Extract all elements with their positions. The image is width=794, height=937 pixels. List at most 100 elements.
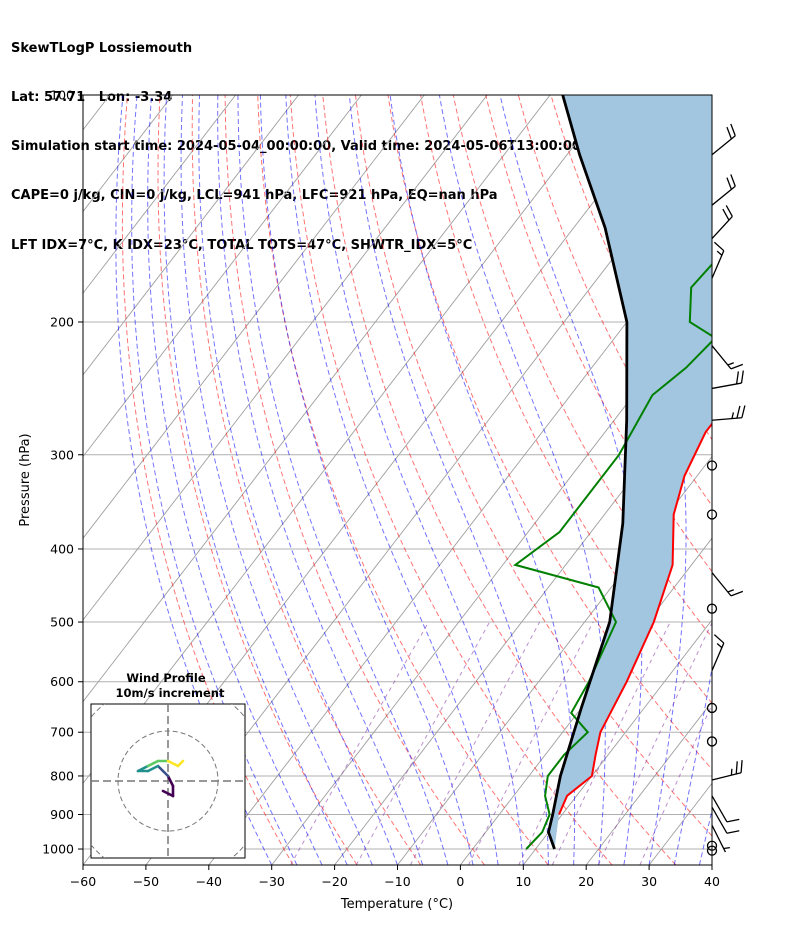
- wind-barb: [706, 840, 718, 851]
- dewpoint-profile-line: [513, 262, 712, 850]
- mixing-ratio-line: [551, 621, 671, 865]
- wind-barb: [706, 509, 718, 520]
- wind-barb: [711, 123, 736, 156]
- dry-adiabat: [257, 95, 549, 865]
- wind-barb: [706, 845, 718, 856]
- dry-adiabat: [420, 95, 712, 704]
- mixing-ratio-line: [409, 621, 541, 865]
- x-tick-label: −30: [259, 874, 285, 889]
- wind-barb: [711, 572, 744, 597]
- x-tick-label: −50: [133, 874, 159, 889]
- parcel-profile-line: [547, 95, 629, 850]
- isotherm-line: [460, 537, 712, 865]
- wind-barb: [711, 345, 744, 370]
- hodograph-trace: [136, 764, 150, 773]
- x-axis-label: Temperature (°C): [340, 897, 453, 912]
- x-tick-label: −10: [384, 874, 410, 889]
- y-axis-label: Pressure (hPa): [18, 433, 33, 526]
- moist-adiabat: [348, 95, 549, 865]
- x-tick-label: 10: [515, 874, 531, 889]
- data-layer: [513, 95, 712, 850]
- hodograph-trace: [166, 759, 180, 768]
- dry-adiabat: [191, 95, 422, 865]
- moist-adiabat: [163, 95, 348, 865]
- dry-adiabat: [121, 95, 294, 865]
- mixing-ratio-line: [468, 621, 594, 865]
- mixing-ratio-line: [290, 621, 430, 865]
- title-line-latlon: Lat: 57.71 Lon: -3.34: [11, 90, 173, 106]
- hodograph-subtitle: 10m/s increment: [116, 686, 225, 700]
- moist-adiabat: [198, 95, 398, 865]
- moist-adiabat: [131, 95, 298, 865]
- isotherm-line: [83, 95, 551, 703]
- hodograph-inset: Wind Profile 10m/s increment: [90, 671, 246, 859]
- dry-adiabat: [779, 95, 794, 865]
- wind-barb: [711, 795, 740, 823]
- isotherm-line: [522, 619, 712, 865]
- dry-adiabat: [354, 95, 712, 837]
- wind-barb: [706, 603, 718, 614]
- dry-adiabat: [714, 95, 794, 865]
- hodograph-trace: [176, 759, 185, 768]
- title-line-times: Simulation start time: 2024-05-04_00:00:…: [11, 139, 604, 155]
- hodograph-title: Wind Profile: [126, 671, 206, 685]
- moist-adiabat: [725, 95, 794, 865]
- wind-barb: [711, 806, 740, 834]
- y-tick-label: 1000: [42, 842, 74, 857]
- title-line-cape: CAPE=0 j/kg, CIN=0 j/kg, LCL=941 hPa, LF…: [11, 188, 498, 204]
- mixing-ratio-line: [355, 621, 491, 865]
- isotherm-line: [83, 95, 236, 294]
- mixing-ratio-line: [597, 621, 712, 865]
- y-tick-label: 600: [50, 674, 74, 689]
- x-tick-label: 40: [704, 874, 720, 889]
- wind-barb: [711, 824, 730, 853]
- dry-adiabat: [289, 95, 613, 865]
- hodograph-trace: [146, 764, 160, 773]
- moist-adiabat: [217, 95, 424, 865]
- y-tick-label: 700: [50, 725, 74, 740]
- x-tick-label: −20: [321, 874, 347, 889]
- mixing-ratio-line: [639, 703, 712, 865]
- x-tick-label: −40: [196, 874, 222, 889]
- moist-adiabat: [115, 95, 273, 865]
- isotherm-line: [585, 700, 712, 865]
- y-tick-label: 500: [50, 615, 74, 630]
- shaded-area: [548, 95, 712, 849]
- isotherm-line: [83, 95, 362, 458]
- dry-adiabat: [224, 95, 485, 865]
- wind-barb: [711, 205, 733, 239]
- moist-adiabat: [389, 95, 576, 865]
- wind-barb: [706, 736, 718, 747]
- hodograph-trace: [166, 774, 175, 788]
- background-lines: [83, 95, 794, 865]
- dry-adiabat: [452, 95, 712, 639]
- x-tick-label: 0: [456, 874, 464, 889]
- y-tick-label: 200: [50, 314, 74, 329]
- hodograph-trace: [161, 789, 175, 798]
- axis-ticks: −60 −50 −40 −30 −20 −10 0 10 20 30 40 1000 900 800 700…: [42, 88, 720, 890]
- title-line-station: SkewTLogP Lossiemouth: [11, 40, 193, 56]
- moist-adiabat: [259, 95, 474, 865]
- title-line-indices: LFT IDX=7°C, K IDX=23°C, TOTAL TOTS=47°C…: [11, 237, 473, 253]
- hodograph-trace: [146, 759, 160, 768]
- y-tick-label: 100: [50, 88, 74, 103]
- moist-adiabat: [147, 95, 323, 865]
- moist-adiabat: [698, 808, 712, 865]
- moist-adiabat: [180, 95, 373, 865]
- x-tick-label: −60: [70, 874, 96, 889]
- isotherm-line: [83, 95, 488, 621]
- dry-adiabat: [746, 95, 794, 865]
- moist-adiabat: [499, 95, 643, 865]
- y-tick-label: 900: [50, 807, 74, 822]
- isotherm-line: [83, 95, 425, 539]
- wind-barb: [711, 174, 736, 206]
- temperature-profile-line: [558, 422, 712, 815]
- y-tick-label: 800: [50, 768, 74, 783]
- chart-title-block: SkewTLogP Lossiemouth Lat: 57.71 Lon: -3…: [11, 8, 604, 271]
- isotherm-line: [271, 292, 712, 865]
- isotherm-line: [83, 95, 299, 376]
- wind-barb: [706, 460, 718, 471]
- moist-adiabat: [237, 95, 449, 865]
- x-tick-label: 20: [578, 874, 594, 889]
